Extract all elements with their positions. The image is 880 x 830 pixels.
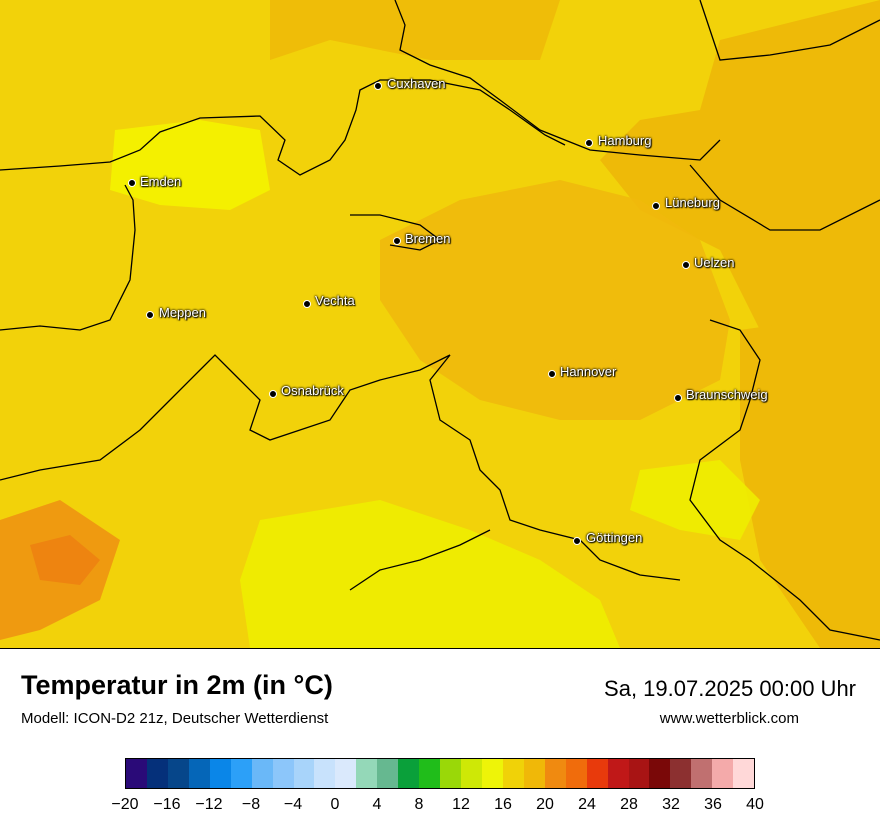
legend-color-segment xyxy=(419,759,441,788)
city-dot-lueneburg xyxy=(652,202,660,210)
warm-zone-north-east xyxy=(600,0,880,330)
page-title: Temperatur in 2m (in °C) xyxy=(21,670,333,700)
warm-zone-east xyxy=(740,310,880,648)
city-label-vechta: Vechta xyxy=(315,293,355,308)
city-dot-vechta xyxy=(303,300,311,308)
legend-color-segment xyxy=(377,759,399,788)
legend-color-segment xyxy=(230,759,252,788)
legend-color-segment xyxy=(440,759,461,788)
legend-color-segment xyxy=(188,759,210,788)
border-northeast xyxy=(689,164,880,231)
warm-zone-top xyxy=(270,0,560,60)
border-east xyxy=(699,0,880,61)
legend-tick-label: 12 xyxy=(452,796,470,813)
legend-tick-label: −12 xyxy=(195,796,223,813)
hot-spot-southwest xyxy=(30,535,100,585)
legend-tick-label: 0 xyxy=(330,796,340,813)
legend-color-segment xyxy=(607,759,629,788)
city-label-hamburg: Hamburg xyxy=(598,133,652,148)
legend-color-segment xyxy=(691,759,713,788)
border-south xyxy=(349,529,491,591)
temperature-field xyxy=(0,0,880,648)
legend-color-segment xyxy=(544,759,566,788)
city-dot-meppen xyxy=(146,311,154,319)
legend-tick-label: 32 xyxy=(662,796,680,813)
website-url: www.wetterblick.com xyxy=(659,710,799,727)
color-legend xyxy=(125,758,755,789)
city-dot-goettingen xyxy=(573,537,581,545)
legend-tick-label: 28 xyxy=(620,796,638,813)
legend-color-segment xyxy=(398,759,420,788)
legend-color-segment xyxy=(523,759,545,788)
legend-color-segment xyxy=(167,759,189,788)
city-label-lueneburg: Lüneburg xyxy=(665,195,720,210)
city-label-bremen: Bremen xyxy=(405,231,451,246)
city-label-braunschweig: Braunschweig xyxy=(686,387,768,402)
warm-zone-central xyxy=(380,180,730,420)
legend-color-segment xyxy=(586,759,608,788)
legend-tick-label: −20 xyxy=(111,796,139,813)
legend-color-segment xyxy=(314,759,336,788)
legend-color-segment xyxy=(146,759,168,788)
border-west xyxy=(0,184,136,331)
city-label-meppen: Meppen xyxy=(159,305,206,320)
city-label-hannover: Hannover xyxy=(560,364,617,379)
model-subtitle: Modell: ICON-D2 21z, Deutscher Wetterdie… xyxy=(21,710,329,727)
legend-color-segment xyxy=(335,759,357,788)
border-south-central xyxy=(429,354,681,581)
legend-color-segment xyxy=(481,759,503,788)
city-label-goettingen: Göttingen xyxy=(586,530,643,545)
city-label-emden: Emden xyxy=(140,174,182,189)
legend-color-segment xyxy=(670,759,692,788)
legend-tick-label: 24 xyxy=(578,796,596,813)
legend-color-segment xyxy=(502,759,524,788)
legend-color-segment xyxy=(356,759,378,788)
legend-color-segment xyxy=(628,759,650,788)
border-east-inner xyxy=(689,319,880,641)
legend-color-segment xyxy=(126,759,147,788)
border-southwest xyxy=(0,354,451,481)
city-dot-braunschweig xyxy=(674,394,682,402)
city-dot-cuxhaven xyxy=(374,82,382,90)
cool-zone-emden xyxy=(110,120,270,210)
city-dot-emden xyxy=(128,179,136,187)
border-bremen xyxy=(350,214,442,251)
legend-tick-label: 40 xyxy=(746,796,764,813)
legend-color-segment xyxy=(251,759,273,788)
legend-ticks: −20 −16 −12 −8 −4 0 4 8 12 16 20 24 28 32 36 40 xyxy=(111,796,763,816)
legend-color-segment xyxy=(565,759,587,788)
legend-tick-label: −4 xyxy=(283,796,303,813)
legend-tick-label: −16 xyxy=(153,796,181,813)
city-dot-bremen xyxy=(393,237,401,245)
elbe-river xyxy=(394,0,721,161)
legend-color-segment xyxy=(733,759,755,788)
legend-color-segment xyxy=(293,759,315,788)
cool-zone-south xyxy=(240,500,620,648)
forecast-datetime: Sa, 19.07.2025 00:00 Uhr xyxy=(604,676,856,701)
legend-color-segment xyxy=(461,759,482,788)
city-dot-osnabrueck xyxy=(269,390,277,398)
legend-tick-label: 4 xyxy=(372,796,382,813)
legend-color-segment xyxy=(712,759,734,788)
legend-tick-label: 16 xyxy=(494,796,512,813)
coastline-north xyxy=(0,79,566,176)
city-label-osnabrueck: Osnabrück xyxy=(281,383,344,398)
legend-tick-label: 36 xyxy=(704,796,722,813)
city-label-cuxhaven: Cuxhaven xyxy=(387,76,446,91)
city-dot-hannover xyxy=(548,370,556,378)
city-dot-uelzen xyxy=(682,261,690,269)
cool-zone-harz xyxy=(630,460,760,540)
city-dot-hamburg xyxy=(585,139,593,147)
legend-color-segment xyxy=(649,759,671,788)
legend-tick-label: 8 xyxy=(414,796,424,813)
legend-tick-label: −8 xyxy=(241,796,261,813)
legend-tick-label: 20 xyxy=(536,796,554,813)
city-label-uelzen: Uelzen xyxy=(694,255,735,270)
temperature-map: Cuxhaven Hamburg Emden Lüneburg Bremen U… xyxy=(0,0,880,649)
legend-color-segment xyxy=(209,759,231,788)
legend-color-segment xyxy=(272,759,294,788)
